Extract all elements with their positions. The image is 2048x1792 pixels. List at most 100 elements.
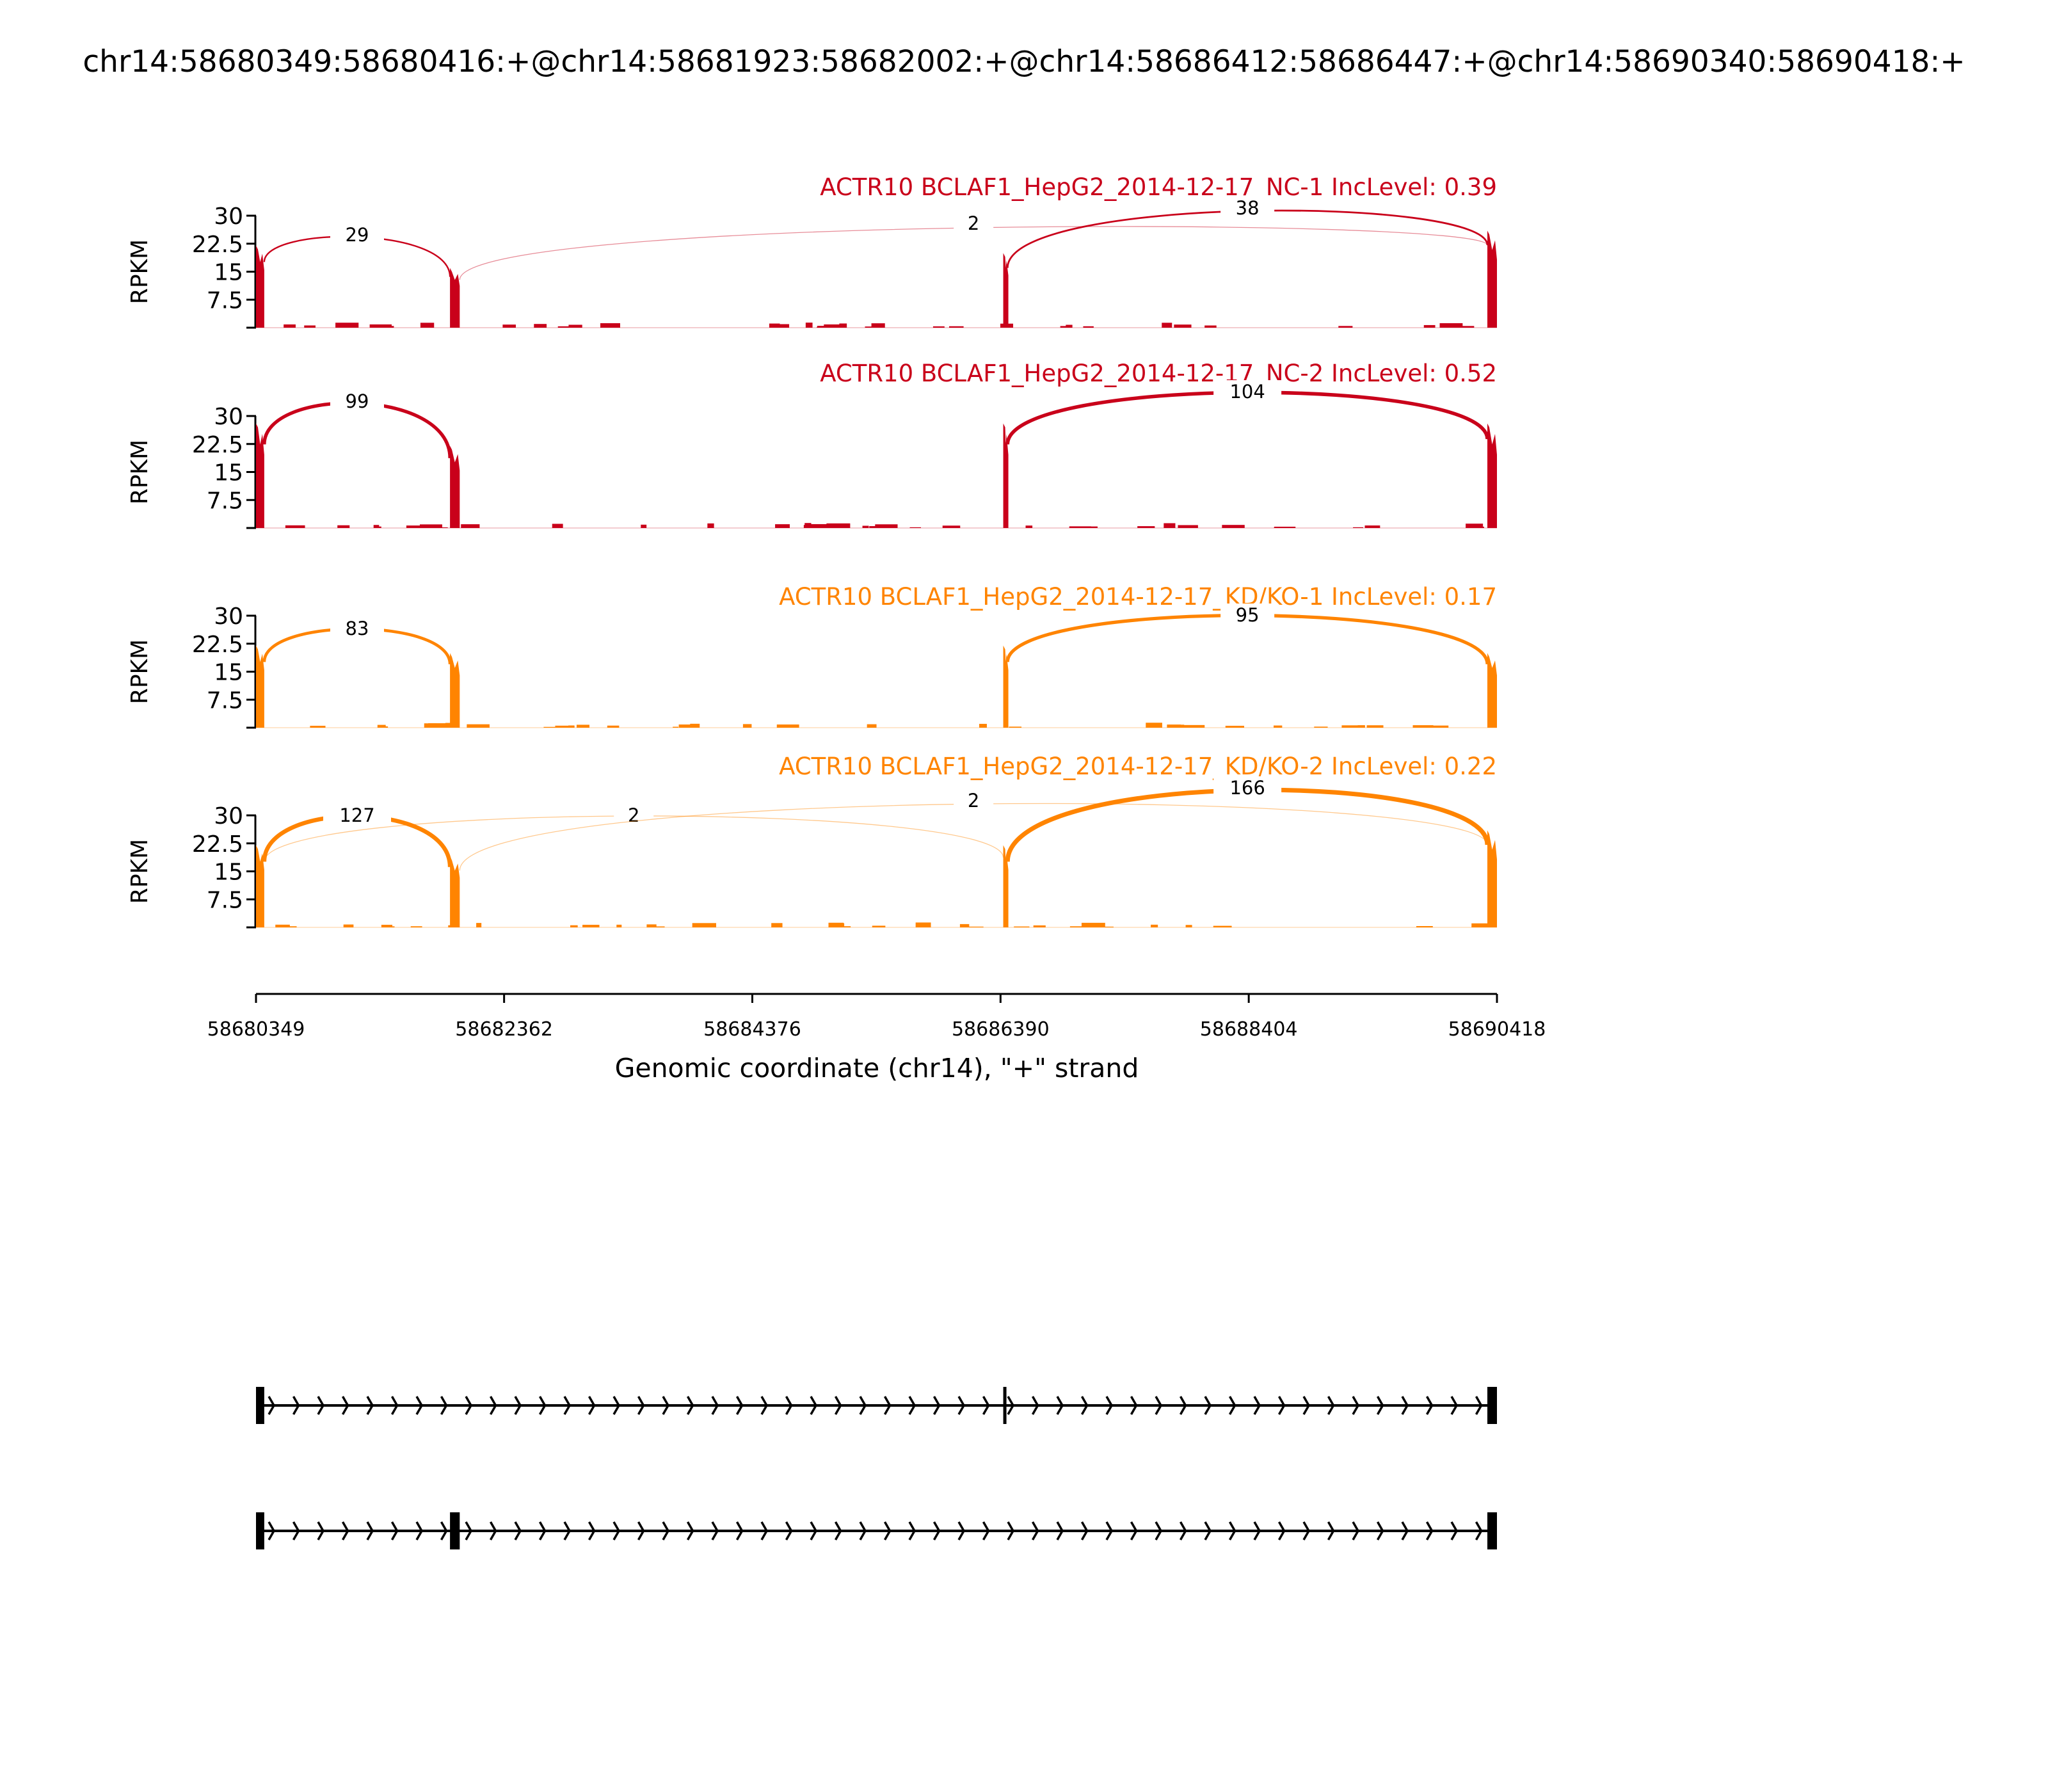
coverage-bar [373, 525, 380, 528]
exon-coverage [256, 423, 264, 528]
strand-arrow-icon [317, 1521, 325, 1540]
panel-title: ACTR10 BCLAF1_HepG2_2014-12-17_NC-2 IncL… [820, 360, 1497, 387]
x-tick-label: 58686390 [952, 1018, 1050, 1041]
coverage-bar [304, 325, 316, 328]
y-tick-label: 7.5 [207, 687, 243, 714]
strand-arrow-icon [341, 1396, 349, 1415]
coverage-bar [742, 724, 752, 728]
strand-arrow-icon [760, 1396, 769, 1415]
coverage-bar [775, 524, 790, 528]
exon-coverage [1003, 645, 1009, 728]
strand-arrow-icon [317, 1396, 325, 1415]
chart-title: chr14:58680349:58680416:+@chr14:58681923… [83, 44, 1965, 79]
exon-coverage [450, 653, 460, 728]
coverage-bar [1181, 724, 1205, 728]
coverage-bar [690, 723, 700, 728]
strand-arrow-icon [415, 1396, 424, 1415]
exon-block [1487, 1512, 1497, 1549]
coverage-bar [1162, 323, 1172, 328]
coverage-bar [1353, 527, 1363, 528]
coverage-bar [467, 724, 490, 728]
coverage-bar [616, 924, 622, 927]
coverage-bar [424, 723, 437, 728]
coverage-bar [805, 323, 813, 328]
y-tick-label: 30 [214, 604, 243, 630]
strand-arrow-icon [735, 1521, 744, 1540]
junction-count-label: 2 [968, 212, 979, 234]
exon-coverage [256, 845, 264, 927]
strand-arrow-icon [268, 1521, 276, 1540]
junction-label-bg [330, 617, 385, 639]
exon-coverage [1487, 423, 1497, 528]
junction-label-bg [614, 804, 654, 826]
coverage-bar [959, 924, 970, 927]
exon-block [450, 1512, 460, 1549]
exon-block [1487, 1387, 1497, 1424]
strand-arrow-icon [1327, 1521, 1335, 1540]
strand-arrow-icon [1401, 1396, 1409, 1415]
strand-arrow-icon [883, 1521, 892, 1540]
junction-label-bg [1220, 604, 1275, 625]
strand-arrow-icon [686, 1396, 694, 1415]
junction-label-bg [1213, 776, 1282, 798]
coverage-bar [1169, 724, 1185, 728]
coverage-bar [568, 725, 575, 728]
y-tick-label: 7.5 [207, 887, 243, 913]
exon-coverage [256, 245, 264, 328]
coverage-bar [1146, 723, 1162, 728]
y-tick-label: 30 [214, 803, 243, 829]
coverage-bar [419, 524, 442, 528]
coverage-bar [555, 725, 575, 728]
strand-arrow-icon [514, 1521, 522, 1540]
junction-arc [1006, 209, 1489, 268]
strand-arrow-icon [563, 1396, 572, 1415]
exon-block [1003, 1387, 1007, 1424]
coverage-bar [439, 527, 448, 528]
coverage-bar [1060, 326, 1068, 328]
exon-coverage [450, 856, 460, 927]
strand-arrow-icon [1376, 1396, 1384, 1415]
y-tick-label: 15 [214, 660, 243, 686]
strand-arrow-icon [1277, 1396, 1286, 1415]
panel-4: ACTR10 BCLAF1_HepG2_2014-12-17_KD/KO-2 I… [127, 753, 1497, 929]
exon-coverage [450, 268, 460, 328]
junction-count-label: 38 [1236, 197, 1260, 219]
y-axis-label: RPKM [127, 440, 153, 504]
coverage-bar [1033, 925, 1046, 927]
coverage-bar [839, 323, 847, 328]
isoform-track-1 [256, 1387, 1497, 1424]
strand-arrow-icon [1007, 1521, 1015, 1540]
coverage-bar [1439, 323, 1463, 328]
coverage-bar [1069, 926, 1085, 927]
coverage-bar [428, 723, 447, 728]
strand-arrow-icon [957, 1396, 966, 1415]
coverage-bar [1343, 726, 1356, 728]
strand-arrow-icon [440, 1521, 448, 1540]
coverage-bar [1431, 725, 1449, 728]
y-tick-label: 15 [214, 860, 243, 886]
coverage-bar [824, 324, 846, 328]
coverage-bar [1416, 925, 1433, 927]
coverage-bar [1460, 326, 1475, 328]
y-tick-label: 7.5 [207, 287, 243, 314]
coverage-bar [1174, 324, 1192, 328]
strand-arrow-icon [268, 1396, 276, 1415]
x-tick-label: 58688404 [1200, 1018, 1298, 1041]
coverage-bar [1089, 526, 1098, 528]
strand-arrow-icon [489, 1396, 497, 1415]
coverage-bar [534, 324, 547, 328]
strand-arrow-icon [588, 1521, 596, 1540]
coverage-bar [285, 525, 305, 528]
junction-count-label: 2 [628, 804, 639, 826]
strand-arrow-icon [465, 1521, 473, 1540]
coverage-bar [1025, 525, 1033, 528]
coverage-bar [382, 926, 395, 927]
coverage-bar [410, 926, 422, 927]
y-tick-label: 22.5 [192, 432, 243, 458]
strand-arrow-icon [1105, 1521, 1114, 1540]
strand-arrow-icon [932, 1521, 941, 1540]
coverage-bar [776, 724, 799, 728]
y-tick-label: 30 [214, 204, 243, 230]
strand-arrow-icon [957, 1521, 966, 1540]
